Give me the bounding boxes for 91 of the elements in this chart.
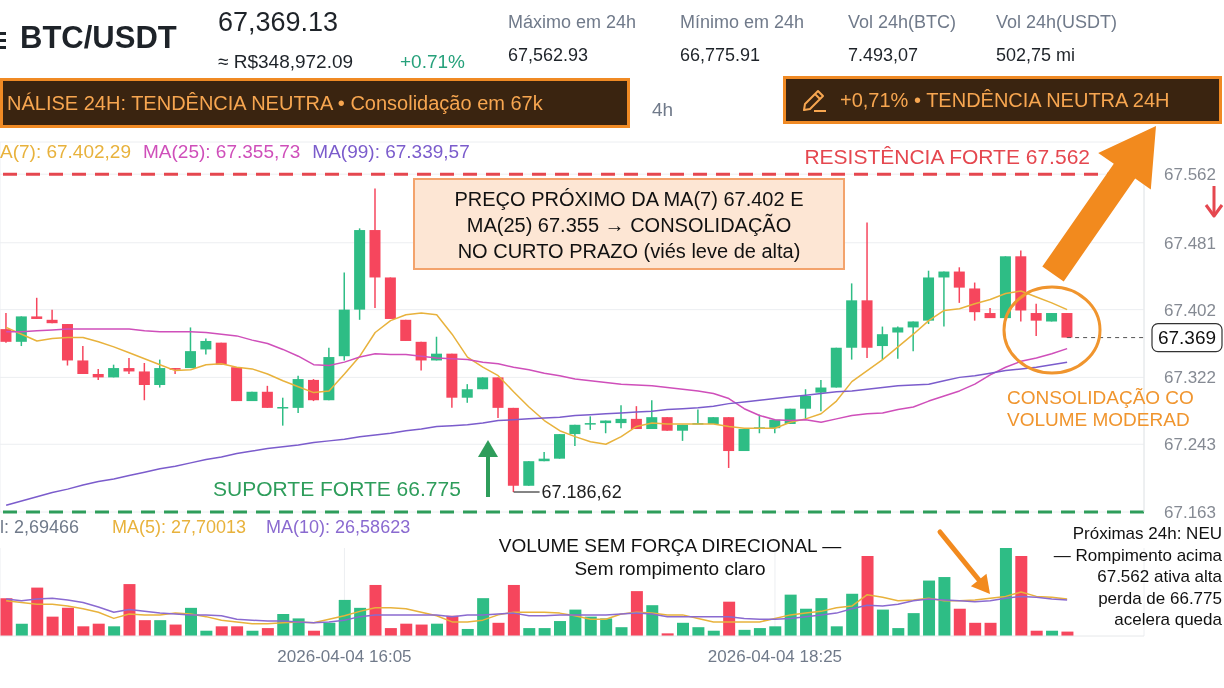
text: 66,775.91 (680, 45, 761, 65)
bar (830, 626, 843, 636)
bar (784, 594, 797, 636)
bar (600, 618, 613, 636)
text: +0.71% (400, 51, 465, 72)
text: Máximo em 24h (508, 12, 637, 32)
candlestick (261, 385, 273, 409)
bar (369, 584, 382, 636)
candlestick (969, 281, 981, 322)
candlestick (31, 297, 43, 320)
y-tick-label: 67.562 (1164, 165, 1216, 185)
bar (46, 616, 59, 636)
text: MA(25): 67.355,73 (142, 141, 301, 162)
text: MA(5): 27,70013 (112, 517, 247, 537)
bar (492, 622, 505, 636)
annotation: PREÇO PRÓXIMO DA MA(7) 67.402 E MA(25) 67.355 → CONSOLIDAÇÃO NO CURTO PRAZO (viés leve de alta) (454, 188, 804, 262)
candlestick (77, 345, 89, 375)
text: A(7): 67.402,29 (0, 141, 131, 162)
candlestick (953, 266, 965, 304)
bar (677, 622, 690, 636)
text: NÁLISE 24H: TENDÊNCIA NEUTRA • Consolidação em 67k (7, 91, 543, 115)
candlestick (0, 312, 12, 344)
bar (953, 608, 966, 636)
bar (769, 626, 782, 636)
candlestick (615, 404, 627, 429)
bar (123, 584, 136, 636)
bar (692, 627, 705, 636)
bar (61, 607, 74, 636)
annotation: 67.186,62 (541, 482, 622, 503)
text: l: 2,69466 (0, 517, 80, 537)
bar (615, 627, 628, 636)
bar (77, 626, 90, 636)
candlestick (138, 362, 150, 401)
text: 67,369.13 (218, 7, 339, 37)
text: MA(10): 26,58623 (266, 517, 411, 537)
bar (969, 622, 982, 636)
text: ≈ R$348,972.09 (218, 51, 354, 72)
text: 4h (652, 99, 674, 120)
candlestick (1030, 302, 1042, 337)
text: Vol 24h(BTC) (848, 12, 957, 32)
text: Mínimo em 24h (680, 12, 805, 32)
ref-line-label: RESISTÊNCIA FORTE 67.562 (804, 145, 1090, 169)
candlestick (892, 325, 904, 360)
x-tick-label: 2026-04-04 18:25 (707, 647, 843, 667)
ref-line-label: 67.369 (1157, 327, 1217, 349)
x-tick-label: 2026-04-04 16:05 (277, 647, 412, 667)
text: 67,562.93 (508, 45, 589, 65)
bar (31, 587, 44, 636)
bar (215, 626, 228, 636)
y-tick-label: 67.163 (1164, 503, 1216, 523)
annotation: Próximas 24h: NEU — Rompimento acima 67.562 ativa alta perda de 66.775 acelera queda (1053, 524, 1222, 629)
bar (984, 622, 997, 636)
bar (108, 626, 121, 636)
candlestick (277, 396, 289, 427)
bar (630, 591, 643, 636)
text: +0,71% • TENDÊNCIA NEUTRA 24H (840, 88, 1170, 112)
bar (231, 626, 244, 636)
candlestick (461, 383, 473, 404)
candlestick (800, 388, 812, 420)
bar (907, 613, 920, 636)
candlestick (815, 379, 827, 412)
y-tick-label: 67.243 (1164, 435, 1216, 455)
annotation: SUPORTE FORTE 66.775 (213, 477, 461, 500)
bar (507, 584, 520, 636)
candlestick (154, 358, 166, 389)
bar (846, 593, 859, 636)
bar (938, 577, 951, 636)
y-tick-label: 67.322 (1164, 368, 1216, 388)
text: MA(99): 67.339,57 (312, 141, 470, 162)
bar (138, 620, 151, 636)
bar (0, 598, 13, 636)
bar (323, 622, 336, 636)
text: 502,75 mi (996, 45, 1076, 65)
y-tick-label: 67.402 (1164, 300, 1216, 320)
y-tick-label: 67.481 (1164, 233, 1216, 253)
bar (861, 555, 874, 636)
text: 7.493,07 (848, 45, 919, 65)
bar (876, 609, 889, 636)
annotation: VOLUME SEM FORÇA DIRECIONAL — Sem rompimento claro (498, 535, 842, 579)
text: Vol 24h(USDT) (996, 12, 1118, 32)
annotation: CONSOLIDAÇÃO CO VOLUME MODERAD (1007, 387, 1194, 430)
candlestick (184, 326, 196, 369)
bar (815, 598, 828, 636)
bar (554, 621, 567, 636)
chart-title: BTC/USDT (20, 20, 177, 56)
bar (154, 620, 167, 636)
bar (999, 548, 1012, 636)
candlestick (907, 320, 919, 352)
bar (1015, 555, 1028, 636)
bar (923, 580, 936, 636)
candlestick (876, 325, 888, 361)
